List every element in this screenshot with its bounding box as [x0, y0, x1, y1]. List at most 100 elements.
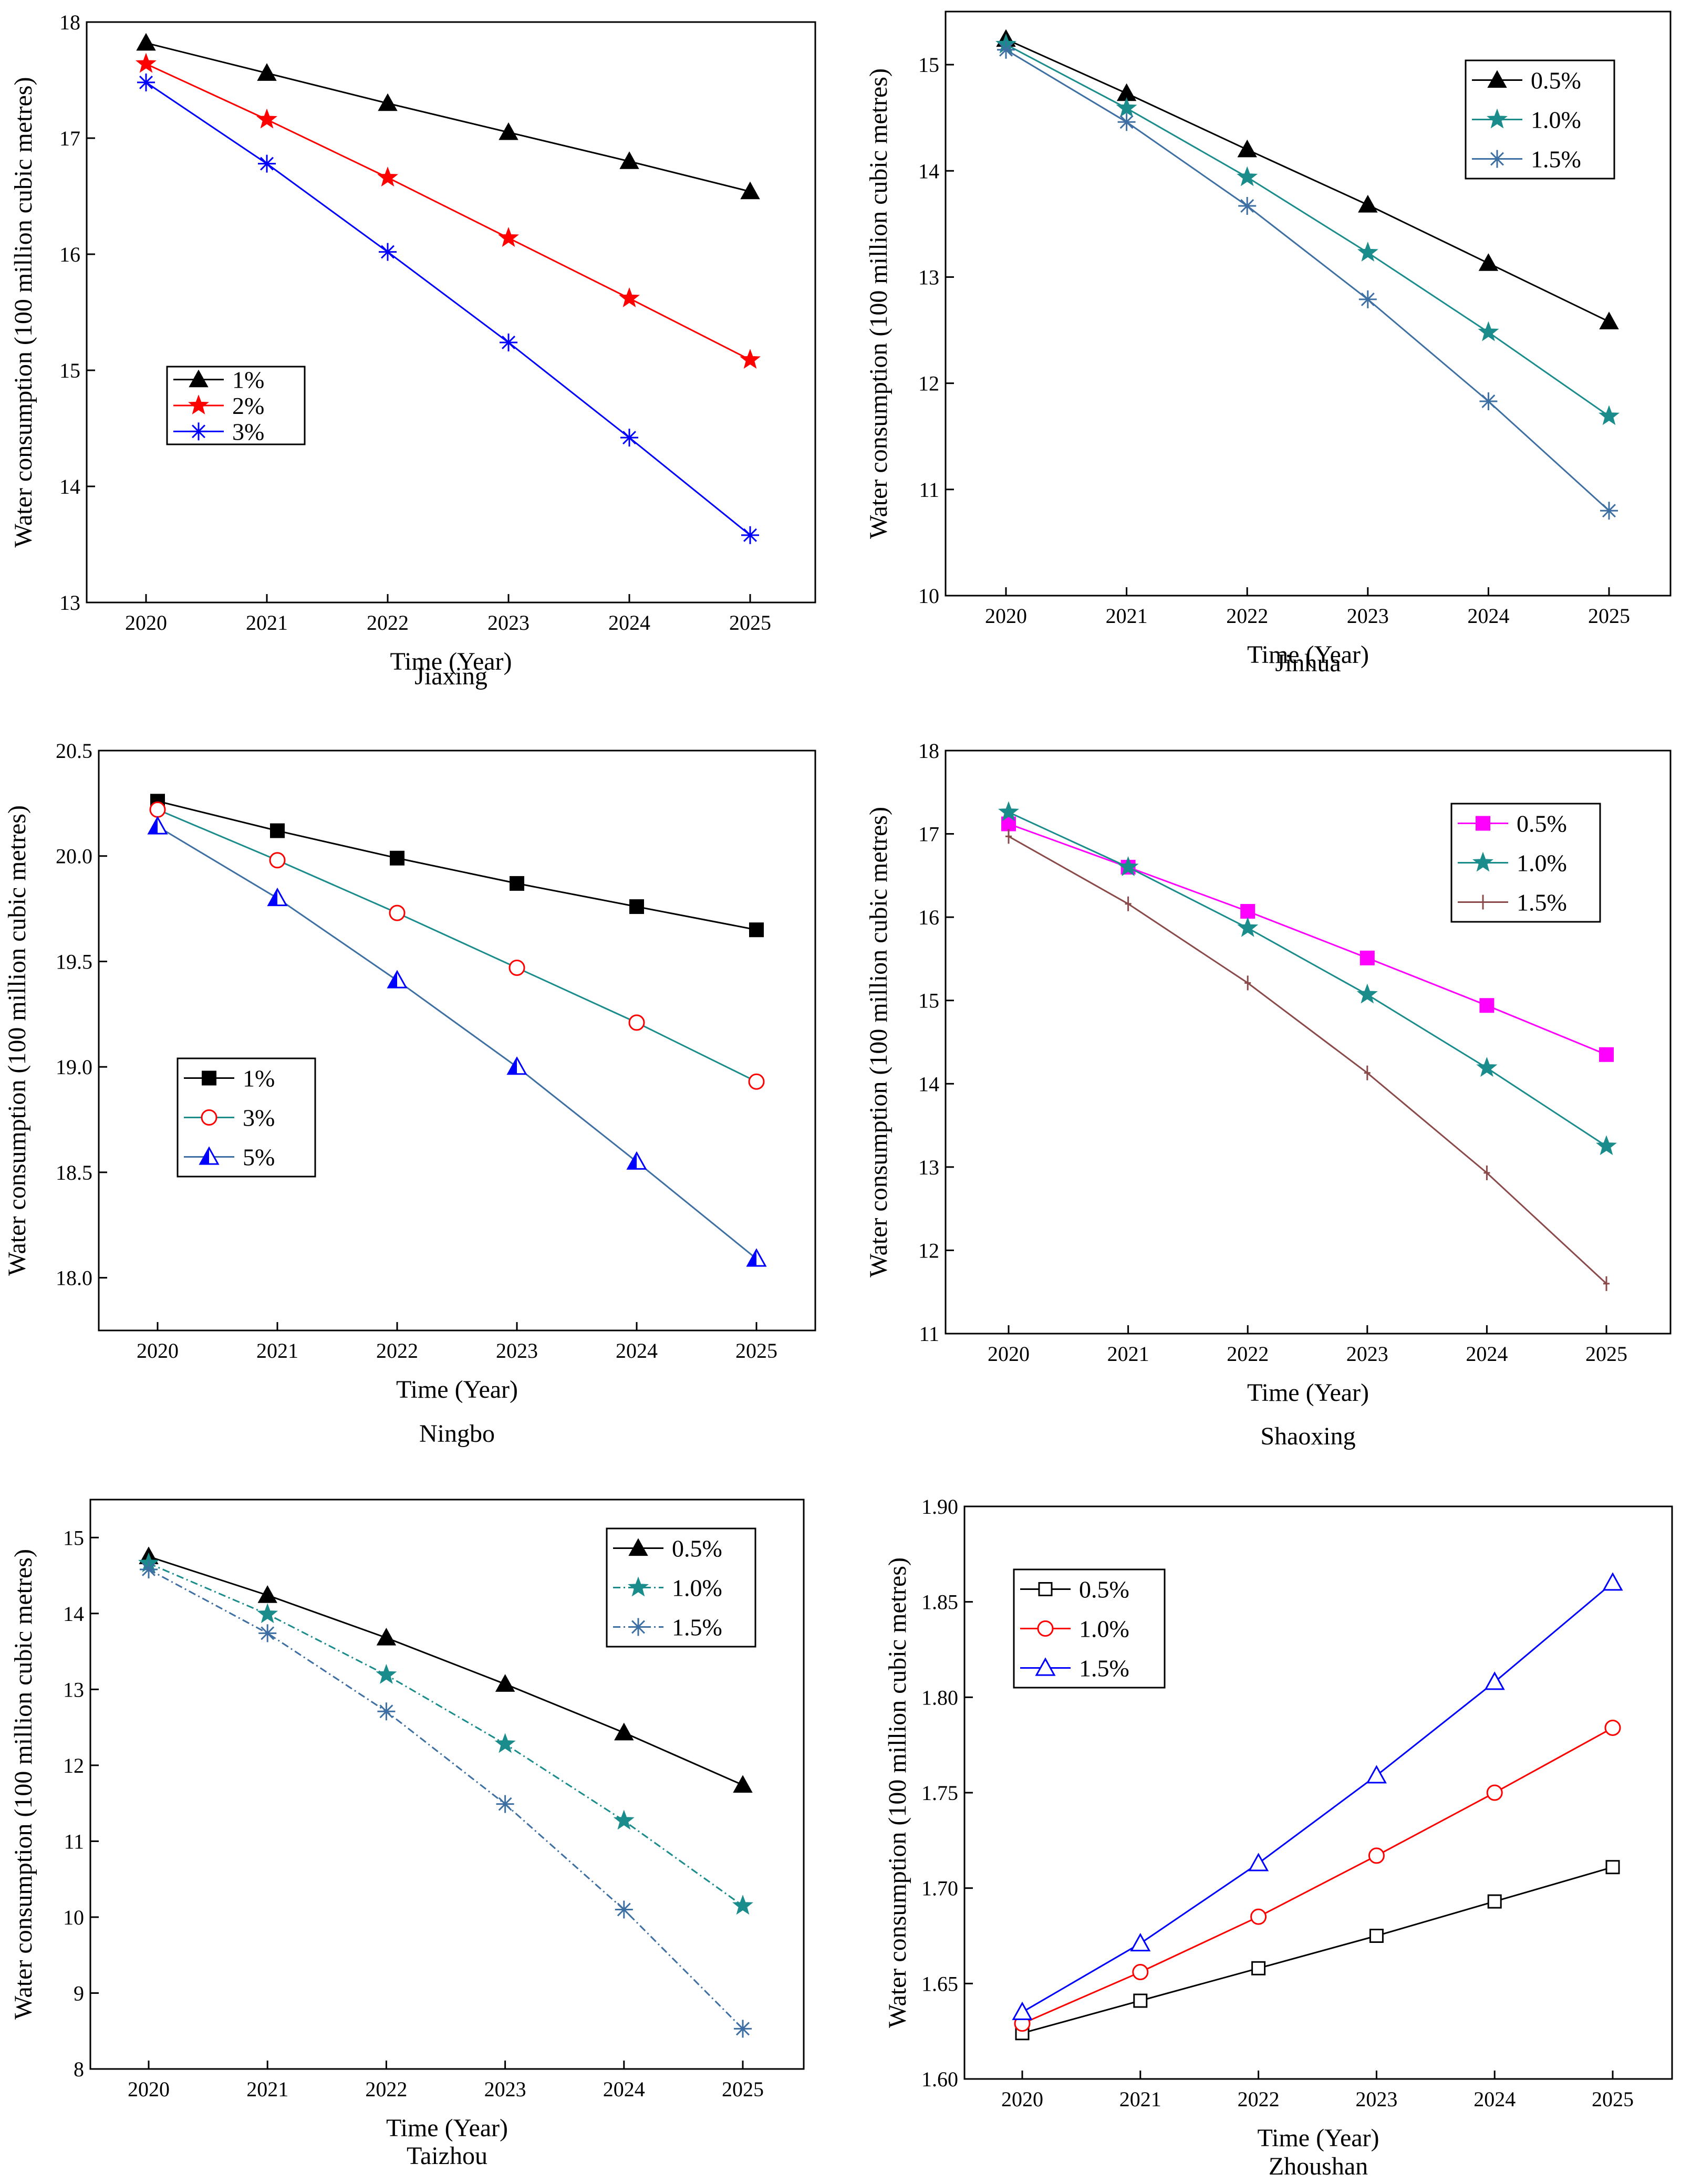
- data-point: [619, 287, 640, 307]
- x-axis-title: Time (Year): [386, 2114, 508, 2142]
- legend-label: 0.5%: [1517, 810, 1567, 837]
- x-tick-label: 2023: [487, 611, 530, 635]
- legend-marker: [1037, 1620, 1054, 1637]
- data-point: [258, 154, 276, 173]
- data-point: [1117, 856, 1139, 876]
- y-tick-label: 15: [918, 53, 939, 77]
- legend-marker: [1472, 851, 1493, 872]
- legend-marker: [1488, 150, 1506, 168]
- x-tick-label: 2020: [137, 1339, 179, 1363]
- data-point: [506, 1056, 527, 1075]
- data-point: [495, 1674, 515, 1692]
- chart-jiaxing: 2020 2021 2022 2023 2024 2025 13 14 15 16 17 18 Time…: [9, 11, 816, 690]
- y-tick-label: 18: [59, 11, 80, 34]
- y-tick-label: 19.0: [56, 1055, 92, 1079]
- y-tick-label: 17: [918, 823, 939, 846]
- data-point: [1476, 1057, 1498, 1077]
- y-tick-label: 1.85: [921, 1590, 958, 1614]
- panel-title: Jinhua: [1275, 649, 1341, 677]
- series-1-0pct: [1014, 1719, 1621, 2032]
- x-tick-label: 2024: [616, 1339, 658, 1363]
- data-point: [620, 429, 638, 447]
- data-point: [1478, 253, 1499, 271]
- legend-label: 1.0%: [1079, 1616, 1129, 1642]
- legend-label: 1.0%: [672, 1575, 722, 1601]
- data-point: [257, 1603, 278, 1624]
- data-point: [1479, 392, 1498, 411]
- data-point: [1602, 1572, 1623, 1591]
- x-tick-label: 2022: [367, 611, 409, 635]
- data-point: [1125, 896, 1132, 911]
- data-point: [741, 526, 759, 544]
- x-tick-label: 2020: [128, 2077, 170, 2101]
- data-point: [1604, 1719, 1621, 1736]
- legend-marker: [188, 394, 209, 414]
- data-point: [628, 1014, 645, 1031]
- data-point: [1605, 1860, 1620, 1875]
- chart-taizhou: 2020 2021 2022 2023 2024 2025 8 9 10 11 12 13 14 15 Ti…: [9, 1499, 805, 2170]
- series-line: [148, 1568, 744, 2030]
- chart-shaoxing: 2020 2021 2022 2023 2024 2025 11 12 13 14 15 16 17 18…: [865, 739, 1672, 1450]
- data-point: [1479, 998, 1495, 1013]
- data-point: [997, 40, 1015, 59]
- x-tick-label: 2023: [496, 1339, 538, 1363]
- x-tick-label: 2025: [1592, 2087, 1634, 2111]
- y-axis-title: Water consumption (100 million cubic met…: [3, 805, 31, 1276]
- data-point: [1483, 1165, 1490, 1180]
- x-tick-label: 2020: [988, 1342, 1030, 1366]
- legend: 0.5% 1.0% 1.5%: [1013, 1568, 1166, 1689]
- y-tick-label: 19.5: [56, 950, 92, 973]
- series-1-5pct: [1005, 829, 1610, 1291]
- y-tick-label: 12: [918, 372, 939, 396]
- panel-title: Shaoxing: [1260, 1422, 1355, 1450]
- x-tick-label: 2024: [1474, 2087, 1516, 2111]
- data-point: [1356, 983, 1378, 1004]
- data-point: [1240, 904, 1255, 919]
- plot-frame: [89, 1499, 805, 2070]
- legend-label: 1.5%: [1517, 889, 1567, 916]
- legend-marker: [201, 1109, 217, 1126]
- data-point: [740, 181, 760, 200]
- x-tick-label: 2022: [1226, 604, 1268, 628]
- x-axis-title: Time (Year): [1257, 2124, 1379, 2152]
- y-tick-label: 1.75: [921, 1781, 958, 1805]
- y-tick-label: 13: [63, 1678, 84, 1701]
- x-tick-label: 2025: [1585, 1342, 1627, 1366]
- y-tick-label: 20.5: [56, 739, 92, 763]
- series-line: [1022, 1866, 1613, 2034]
- legend-marker: [202, 1070, 216, 1086]
- series-5pct: [147, 816, 767, 1267]
- series-line: [1022, 1727, 1613, 2024]
- data-point: [498, 227, 519, 247]
- x-tick-label: 2025: [735, 1339, 777, 1363]
- legend-label: 5%: [243, 1144, 275, 1171]
- data-point: [629, 899, 644, 914]
- data-point: [257, 1585, 277, 1603]
- x-tick-label: 2024: [1466, 1342, 1508, 1366]
- series-1pct: [150, 794, 764, 938]
- y-tick-label: 12: [63, 1754, 84, 1777]
- y-axis-title: Water consumption (100 million cubic met…: [9, 1549, 37, 2020]
- legend: 0.5% 1.0% 1.5%: [1465, 59, 1615, 180]
- data-point: [140, 1560, 158, 1578]
- data-point: [733, 1775, 753, 1793]
- data-point: [748, 1073, 765, 1090]
- series-line: [1008, 811, 1607, 1147]
- data-point: [1478, 321, 1499, 341]
- data-point: [1357, 241, 1378, 262]
- legend: 1%2%3%: [166, 366, 306, 445]
- y-axis-title: Water consumption (100 million cubic met…: [9, 77, 37, 548]
- y-tick-label: 1.90: [921, 1495, 958, 1519]
- series-0-5pct: [1001, 816, 1614, 1062]
- data-point: [1484, 1671, 1505, 1690]
- y-tick-label: 1.70: [921, 1877, 958, 1900]
- series-line: [148, 1563, 743, 1907]
- legend-label: 1.5%: [1531, 146, 1581, 173]
- y-axis-title: Water consumption (100 million cubic met…: [865, 68, 893, 539]
- y-tick-label: 16: [59, 243, 80, 266]
- data-point: [1238, 196, 1257, 215]
- data-point: [1596, 1135, 1617, 1156]
- data-point: [626, 1151, 647, 1170]
- data-point: [1603, 1276, 1610, 1291]
- y-tick-label: 13: [59, 591, 80, 615]
